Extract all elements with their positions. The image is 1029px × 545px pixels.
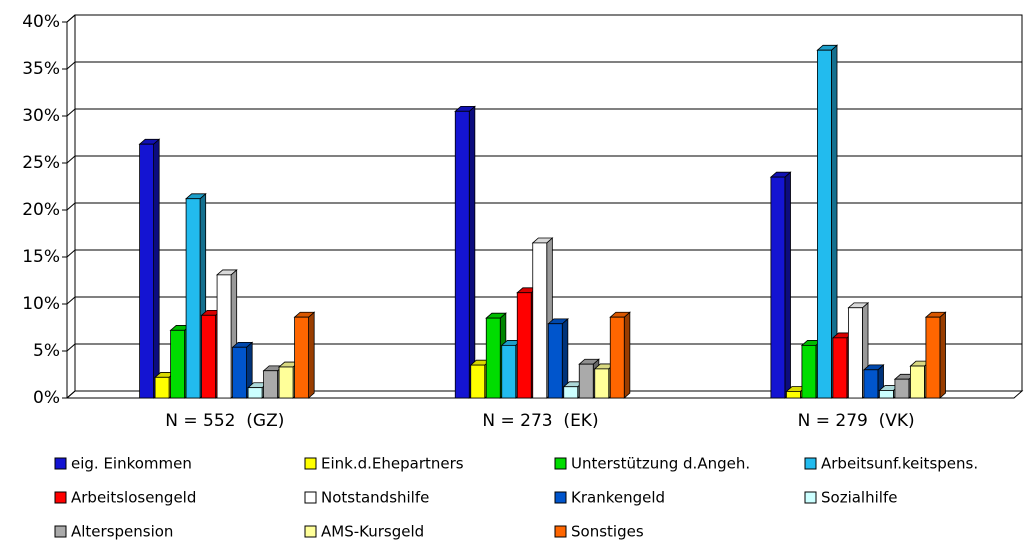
legend-swatch [54,525,67,538]
bar [532,242,548,399]
y-tick-label: 10% [22,294,60,314]
bar [154,376,170,399]
legend-label: AMS-Kursgeld [321,523,424,541]
grid-line-side [66,249,76,258]
y-tick-label: 40% [22,12,60,32]
x-tick-label: N = 273 (EK) [482,411,598,431]
legend-swatch [304,491,317,504]
legend-label: Arbeitsunf.keitspens. [821,455,978,473]
legend-label: Arbeitslosengeld [71,489,196,507]
bar [216,274,232,399]
bar [578,363,594,399]
bar-side [308,311,315,399]
y-tick-label: 30% [22,106,60,126]
bar [863,369,879,399]
bar [485,317,501,399]
bar [170,329,185,399]
bar [786,391,801,399]
bar [594,368,610,399]
bar [470,364,486,399]
legend-label: Alterspension [71,523,173,541]
legend-label: Krankengeld [571,489,665,507]
legend-label: eig. Einkommen [71,455,192,473]
y-tick-label: 5% [33,341,60,361]
legend-swatch [554,457,567,470]
legend-label: Notstandshilfe [321,489,429,507]
x-tick-label: N = 279 (VK) [798,411,915,431]
legend-swatch [804,457,817,470]
bar [879,390,894,399]
y-tick-label: 35% [22,59,60,79]
grid-line-side [66,155,76,164]
grid-line-side [66,61,76,70]
bar [817,49,832,399]
legend-label: Unterstützung d.Angeh. [571,455,750,473]
bar [232,346,247,399]
bar [894,378,910,399]
legend-swatch [554,491,567,504]
bar [454,110,470,399]
bar [925,316,941,399]
y-tick-label: 20% [22,200,60,220]
grid-line-side [66,202,76,211]
legend-swatch [54,491,67,504]
legend-swatch [804,491,817,504]
bar [501,344,517,399]
bar [247,387,263,399]
bar [516,292,532,399]
y-tick-label: 0% [33,388,60,408]
bar [770,176,786,399]
grid-line-side [66,296,76,305]
bar [139,143,154,399]
bar [547,323,563,399]
grid-line-side [66,390,76,399]
legend-swatch [304,457,317,470]
bar [609,316,625,399]
bar-side [468,105,476,399]
bar [910,365,925,399]
bar-side [153,138,160,399]
legend-swatch [554,525,567,538]
legend-label: Sozialhilfe [821,489,897,507]
bar-side [939,311,946,399]
y-tick-label: 25% [22,153,60,173]
legend-label: Eink.d.Ehepartners [321,455,464,473]
y-tick-label: 15% [22,247,60,267]
grid-line-side [66,343,76,352]
bar-side [623,311,631,399]
legend-swatch [54,457,67,470]
bar [294,316,309,399]
bar [832,337,848,399]
grid-line-side [66,108,76,117]
legend-label: Sonstiges [571,523,644,541]
bar [278,366,294,399]
bar [263,370,278,399]
bar [185,198,201,399]
bar-side [784,171,791,399]
bar [848,307,863,399]
bar [563,386,579,399]
legend-swatch [304,525,317,538]
x-tick-label: N = 552 (GZ) [165,411,284,431]
grid-line-side [66,14,76,23]
bar [201,314,216,399]
bar [801,344,817,399]
